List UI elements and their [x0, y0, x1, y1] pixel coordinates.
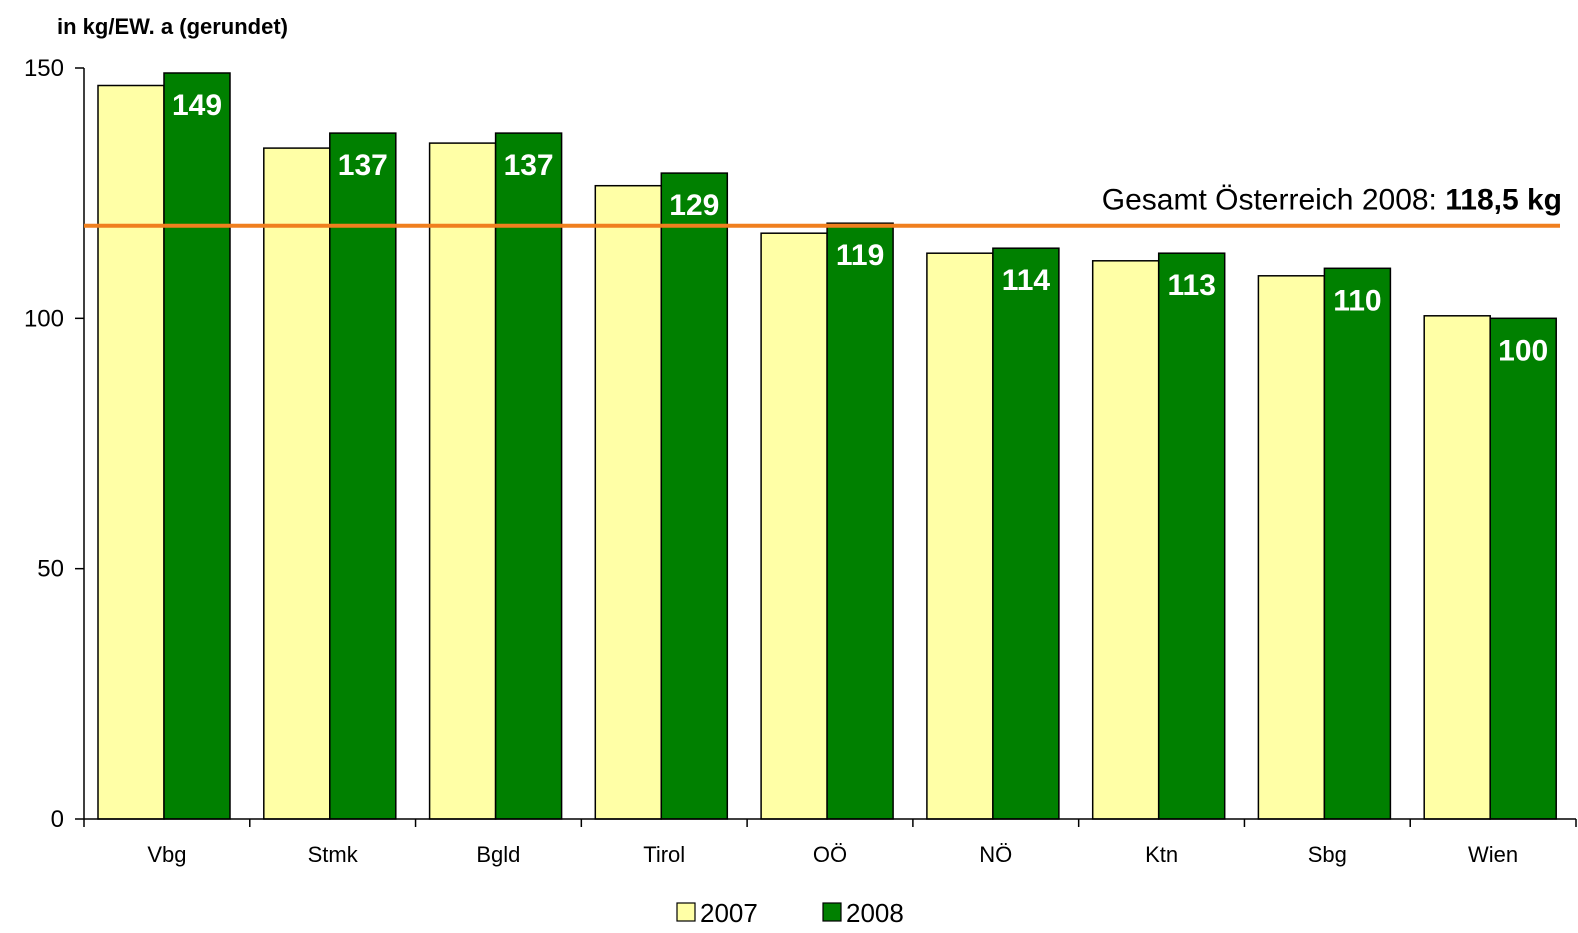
reference-line-label-prefix: Gesamt Österreich 2008:: [1102, 184, 1445, 217]
data-label-2008-Vbg: 149: [172, 89, 222, 122]
x-tick-label-Wien: Wien: [1468, 842, 1518, 867]
bar-2007-Sbg: [1257, 275, 1326, 820]
bar-2007-Vbg: [97, 84, 165, 820]
legend-swatch-2008: [822, 902, 842, 922]
x-tick-label-Ktn: Ktn: [1145, 842, 1178, 867]
data-label-2008-NÖ: 114: [1002, 264, 1051, 297]
y-tick-label-100: 100: [24, 305, 64, 332]
x-tick-label-OÖ: OÖ: [813, 842, 847, 867]
x-tick-label-Sbg: Sbg: [1308, 842, 1347, 867]
legend-swatch-2007: [676, 902, 696, 922]
legend-label-2007: 2007: [700, 898, 758, 928]
bar-2008-OÖ: [826, 222, 894, 820]
x-tick-label-Bgld: Bgld: [476, 842, 520, 867]
legend-label-2008: 2008: [846, 898, 904, 928]
bar-2008-Stmk: [329, 132, 397, 820]
y-tick-label-150: 150: [24, 55, 64, 82]
bar-2007-Bgld: [428, 142, 497, 820]
reference-line-label-value: 118,5 kg: [1445, 184, 1562, 217]
bars-group: [97, 72, 1557, 820]
reference-line-label: Gesamt Österreich 2008: 118,5 kg: [1102, 184, 1562, 217]
bar-2008-Bgld: [494, 132, 563, 820]
legend: 2007 2008: [676, 898, 904, 928]
value-labels-group: 149 137 137 129 119 114 113 110 100: [172, 89, 1548, 367]
bar-2007-Wien: [1423, 315, 1491, 820]
bar-2008-Tirol: [660, 172, 729, 820]
bar-2007-NÖ: [926, 252, 994, 820]
x-tick-label-Vbg: Vbg: [147, 842, 186, 867]
axes-group: 0 50 100 150 Vbg Stmk Bgld Tirol OÖ NÖ Ktn Sbg Wien: [24, 55, 1577, 867]
data-label-2008-Ktn: 113: [1167, 269, 1215, 302]
bar-2008-NÖ: [992, 247, 1060, 820]
x-tick-label-Tirol: Tirol: [643, 842, 685, 867]
x-tick-label-NÖ: NÖ: [979, 842, 1012, 867]
data-label-2008-Bgld: 137: [504, 149, 554, 182]
bar-2007-Ktn: [1091, 260, 1160, 820]
data-label-2008-Wien: 100: [1498, 334, 1548, 367]
data-label-2008-OÖ: 119: [836, 239, 884, 272]
reference-line-group: Gesamt Österreich 2008: 118,5 kg: [84, 184, 1562, 228]
data-label-2008-Tirol: 129: [669, 189, 719, 222]
y-tick-label-50: 50: [37, 556, 64, 583]
bar-2008-Wien: [1489, 317, 1557, 820]
bar-2008-Sbg: [1323, 267, 1392, 820]
bar-2007-OÖ: [760, 232, 828, 820]
x-tick-label-Stmk: Stmk: [308, 842, 359, 867]
bar-2008-Ktn: [1157, 252, 1226, 820]
data-label-2008-Sbg: 110: [1333, 284, 1381, 317]
data-label-2008-Stmk: 137: [338, 149, 388, 182]
y-axis-unit-label: in kg/EW. a (gerundet): [57, 14, 288, 39]
bar-2007-Stmk: [263, 147, 331, 820]
bar-2008-Vbg: [163, 72, 231, 820]
y-tick-label-0: 0: [51, 806, 64, 833]
bar-2007-Tirol: [594, 184, 663, 820]
